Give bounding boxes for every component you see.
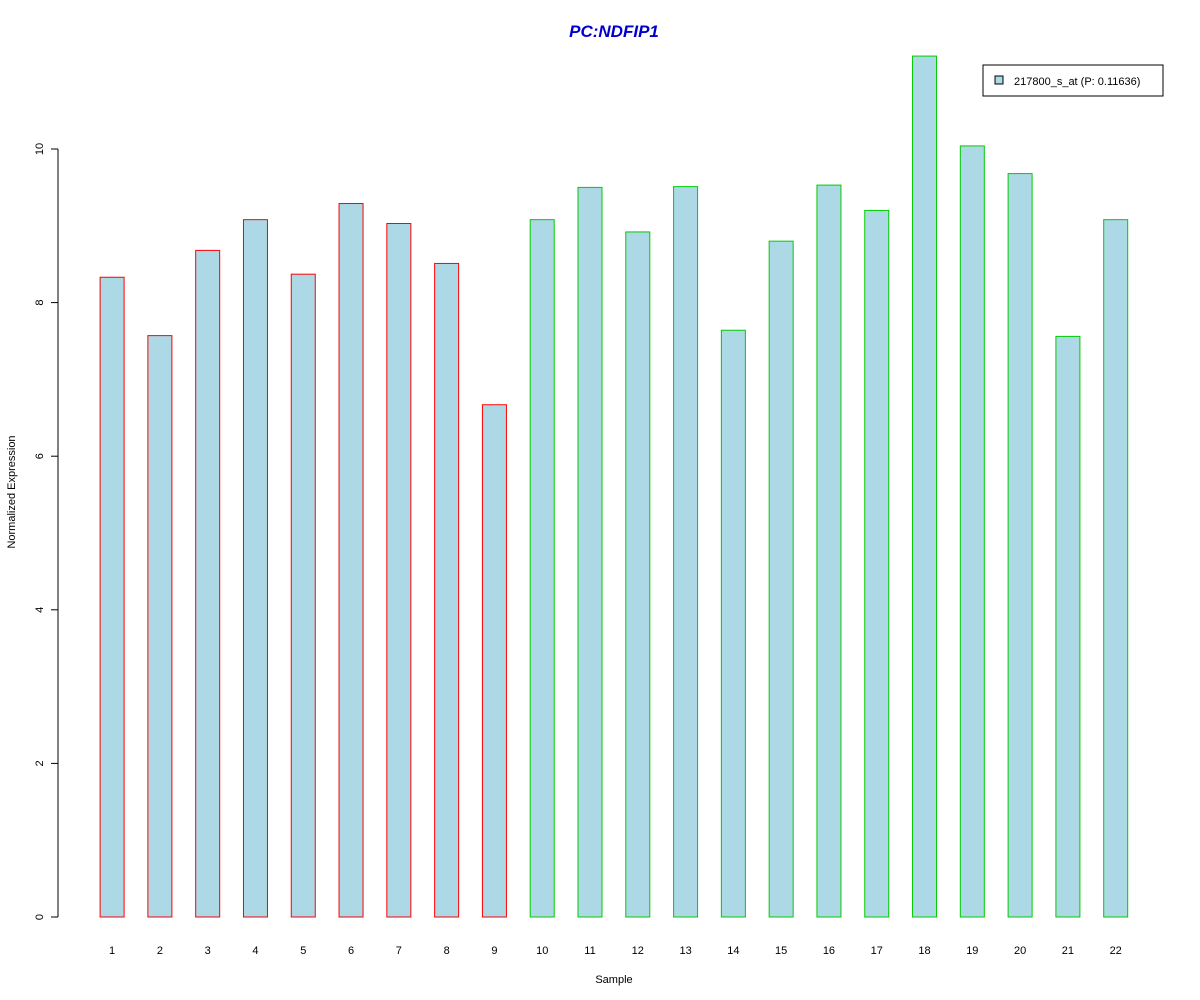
legend-entry: 217800_s_at (P: 0.11636) [1014,76,1140,88]
x-tick-label: 16 [823,945,835,957]
x-tick-label: 13 [679,945,691,957]
x-tick-label: 15 [775,945,787,957]
bar-sample-1 [99,276,125,918]
x-tick-label: 14 [727,945,739,957]
bar-sample-7 [386,222,412,918]
y-tick-label: 8 [34,300,46,306]
bar-sample-17 [864,209,890,918]
legend: 217800_s_at (P: 0.11636) [982,64,1164,97]
bar-sample-12 [625,231,651,918]
bar-sample-13 [673,186,699,918]
y-axis-label: Normalized Expression [6,435,18,548]
x-tick-label: 18 [918,945,930,957]
bar-sample-20 [1007,173,1033,918]
bar-sample-10 [529,219,555,918]
y-axis: 0 2 4 6 8 10 [34,143,59,920]
bar-sample-11 [577,186,603,918]
bar-sample-19 [959,145,985,918]
x-tick-label: 10 [536,945,548,957]
x-tick-label: 17 [871,945,883,957]
x-tick-label: 5 [300,945,306,957]
x-tick-label: 6 [348,945,354,957]
bar-sample-6 [338,203,364,918]
x-axis-tick-labels: 1 2 3 4 5 6 7 8 9 10 11 12 13 14 15 16 17 18 19 20 21 22 [109,945,1122,957]
bar-sample-8 [434,262,460,918]
x-tick-label: 21 [1062,945,1074,957]
bar-sample-3 [195,249,221,918]
x-tick-label: 12 [632,945,644,957]
x-tick-label: 2 [157,945,163,957]
x-tick-label: 22 [1110,945,1122,957]
chart-title: PC:NDFIP1 [569,22,659,41]
bar-sample-4 [242,219,268,918]
y-tick-label: 10 [34,143,46,155]
x-tick-label: 20 [1014,945,1026,957]
x-tick-label: 9 [491,945,497,957]
bar-sample-22 [1103,219,1129,918]
legend-box [982,64,1164,97]
y-tick-label: 6 [34,453,46,459]
x-tick-label: 4 [252,945,258,957]
bar-sample-2 [147,335,173,918]
y-tick-label: 2 [34,760,46,766]
x-tick-label: 8 [444,945,450,957]
x-tick-label: 3 [205,945,211,957]
x-tick-label: 11 [584,945,595,957]
x-axis-label: Sample [595,974,632,986]
bar-sample-14 [720,329,746,918]
bar-sample-18 [912,55,938,918]
bars [99,55,1129,918]
bar-sample-15 [768,240,794,918]
bar-sample-16 [816,184,842,918]
bar-sample-21 [1055,335,1081,918]
bar-sample-9 [481,404,507,918]
x-tick-label: 1 [109,945,115,957]
y-tick-label: 4 [34,607,46,613]
legend-swatch [994,75,1004,85]
y-tick-label: 0 [34,914,46,920]
bar-sample-5 [290,273,316,918]
x-tick-label: 19 [966,945,978,957]
x-tick-label: 7 [396,945,402,957]
